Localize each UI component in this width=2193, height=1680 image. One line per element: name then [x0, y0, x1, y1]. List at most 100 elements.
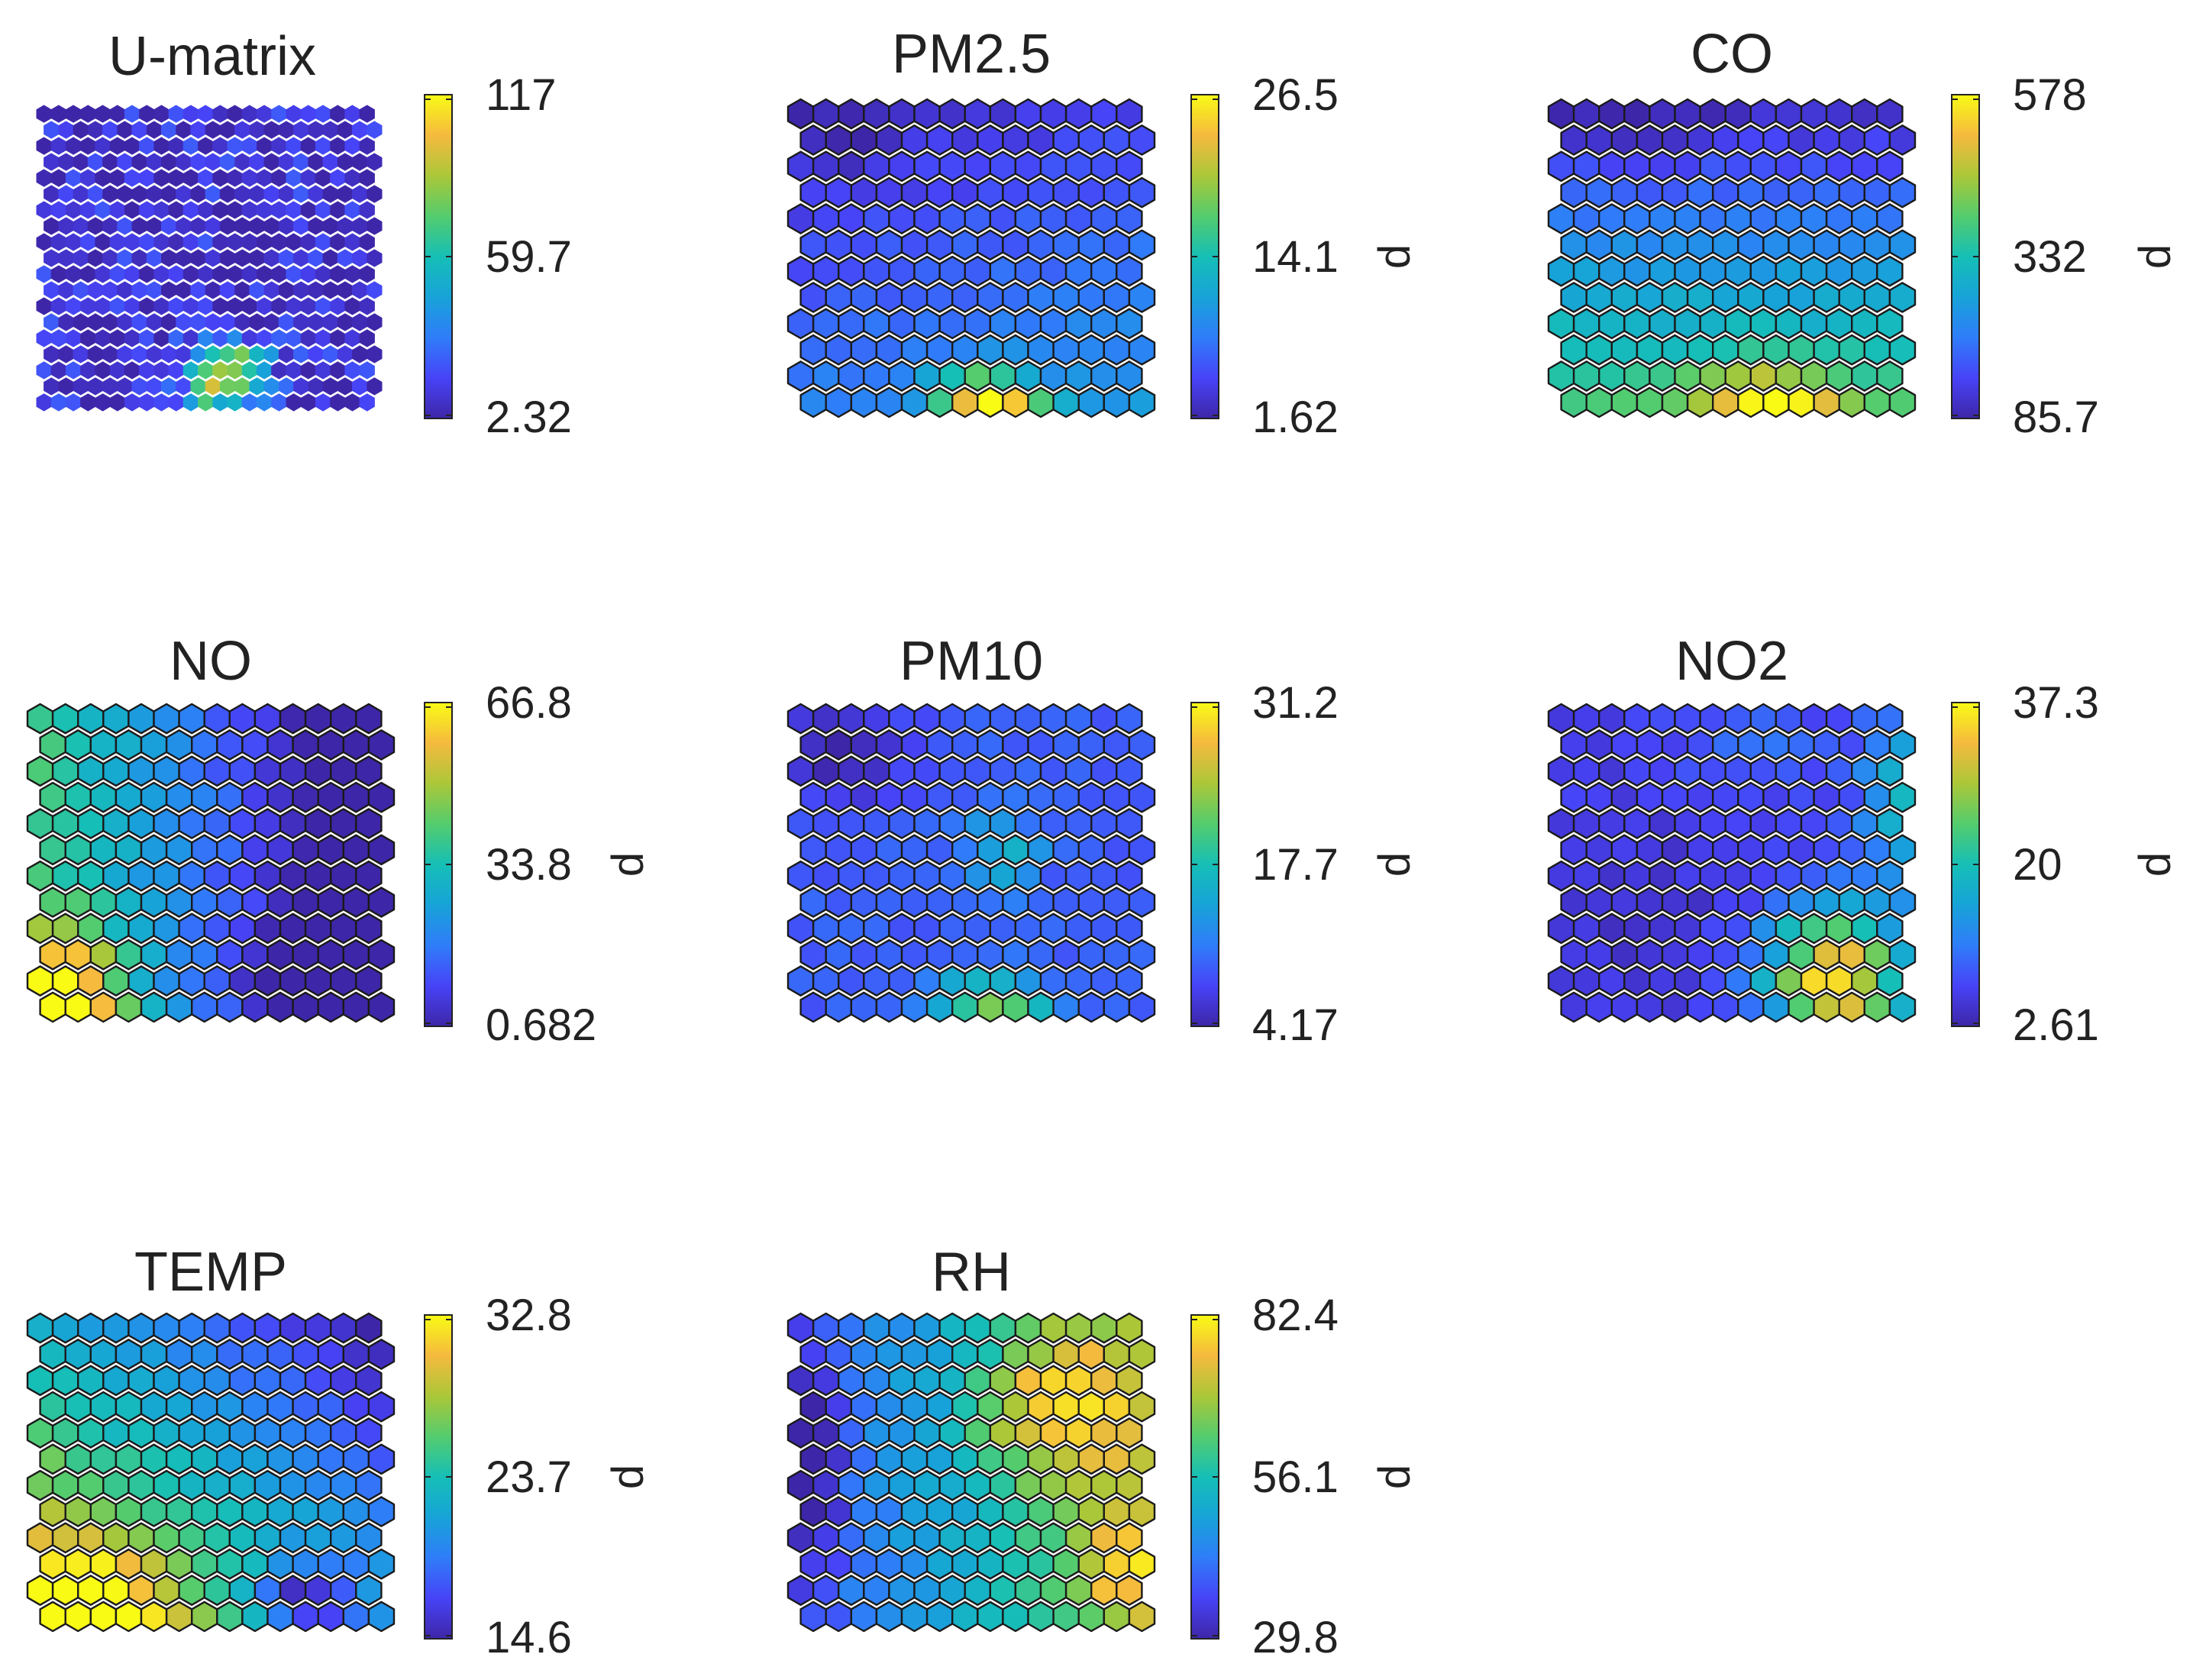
hex-cell [1077, 176, 1106, 208]
hex-cell [330, 361, 346, 380]
hex-cell [292, 1443, 319, 1475]
hex-cell [1077, 229, 1106, 261]
hex-cell [1800, 203, 1828, 234]
hex-cell [234, 345, 250, 363]
hex-cell [1838, 124, 1866, 156]
hex-cell [1724, 360, 1752, 392]
colorbar-tick-label-no2: 37.3 [2013, 678, 2099, 728]
hex-cell [1090, 1312, 1118, 1344]
hex-cell [330, 860, 357, 892]
hex-cell [95, 329, 111, 347]
hex-cell [228, 808, 257, 839]
hex-cell [139, 201, 155, 219]
hex-cell [317, 834, 344, 866]
colorbar-label-no2: d [2130, 852, 2180, 877]
hex-cell [76, 1522, 105, 1554]
hex-cell [1850, 755, 1878, 787]
hex-cell [938, 1312, 966, 1344]
hex-cell [1876, 308, 1904, 340]
hex-cell [203, 913, 231, 945]
hex-cell [1825, 360, 1853, 392]
hex-cell [89, 1496, 118, 1527]
hex-cell [330, 1312, 357, 1344]
panel-title-pm10: PM10 [899, 631, 1043, 692]
hex-grid-co [1547, 98, 1917, 418]
hex-cell [989, 860, 1017, 892]
hex-cell [925, 1601, 954, 1633]
hex-cell [888, 360, 916, 392]
hex-cell [1610, 781, 1639, 813]
hex-cell [212, 137, 228, 155]
hex-cell [1560, 386, 1587, 418]
hex-cell [1116, 203, 1143, 234]
hex-cell [938, 1417, 966, 1449]
hex-cell [315, 137, 331, 155]
hex-cell [367, 991, 396, 1023]
hex-cell [1850, 150, 1878, 183]
hex-cell [1838, 282, 1866, 313]
hex-cell [913, 360, 941, 392]
hex-cell [1560, 176, 1587, 208]
hex-cell [888, 965, 916, 997]
hex-cell [825, 282, 853, 313]
hex-cell [1711, 781, 1739, 813]
hex-cell [938, 965, 966, 997]
hex-cell [989, 808, 1017, 839]
hex-cell [786, 1365, 815, 1397]
hex-cell [367, 153, 383, 171]
hex-cell [241, 991, 269, 1023]
hex-cell [64, 1443, 92, 1475]
hex-cell [1597, 98, 1626, 130]
hex-cell [337, 313, 353, 331]
hex-cell [367, 377, 383, 396]
hex-cell [1737, 991, 1765, 1023]
hex-cell [254, 1365, 282, 1397]
hex-cell [1888, 176, 1917, 208]
hex-cell [1064, 1312, 1093, 1344]
hex-cell [168, 361, 184, 380]
hex-cell [913, 308, 941, 340]
hex-cell [317, 781, 344, 813]
hex-cell [1876, 203, 1904, 234]
hex-cell [1737, 282, 1765, 313]
hex-cell [799, 229, 827, 261]
hex-cell [1888, 282, 1917, 313]
hex-cell [279, 1575, 307, 1606]
hex-cell [925, 386, 954, 418]
hex-cell [39, 939, 66, 971]
hex-cell [1775, 703, 1803, 735]
hex-cell [1762, 282, 1790, 313]
hex-cell [1876, 150, 1904, 183]
hex-cell [263, 217, 279, 235]
hex-cell [176, 313, 192, 331]
hex-cell [102, 1312, 130, 1344]
hex-cell [850, 834, 878, 866]
hex-cell [95, 137, 111, 155]
hex-cell [888, 308, 916, 340]
hex-cell [1850, 255, 1878, 287]
hex-cell [913, 1575, 941, 1606]
hex-cell [352, 249, 368, 267]
hex-cell [786, 965, 815, 997]
hex-cell [1014, 1312, 1042, 1344]
hex-cell [1636, 176, 1664, 208]
hex-cell [1863, 781, 1891, 813]
hex-cell [1547, 308, 1575, 340]
hex-cell [977, 887, 1004, 918]
hex-cell [1077, 334, 1106, 366]
hex-cell [73, 313, 89, 331]
hex-cell [66, 361, 82, 380]
hex-cell [989, 98, 1017, 130]
hex-cell [39, 1443, 66, 1475]
hex-cell [300, 393, 316, 412]
colorbar-tick-label-temp: 14.6 [486, 1613, 572, 1662]
hex-cell [1686, 229, 1714, 261]
hex-cell [900, 1443, 929, 1475]
hex-cell [124, 169, 140, 187]
hex-cell [216, 991, 244, 1023]
hex-cell [964, 860, 992, 892]
hex-cell [786, 255, 815, 287]
hex-cell [216, 729, 244, 761]
hex-cell [359, 265, 375, 283]
panel-title-rh: RH [932, 1242, 1011, 1303]
